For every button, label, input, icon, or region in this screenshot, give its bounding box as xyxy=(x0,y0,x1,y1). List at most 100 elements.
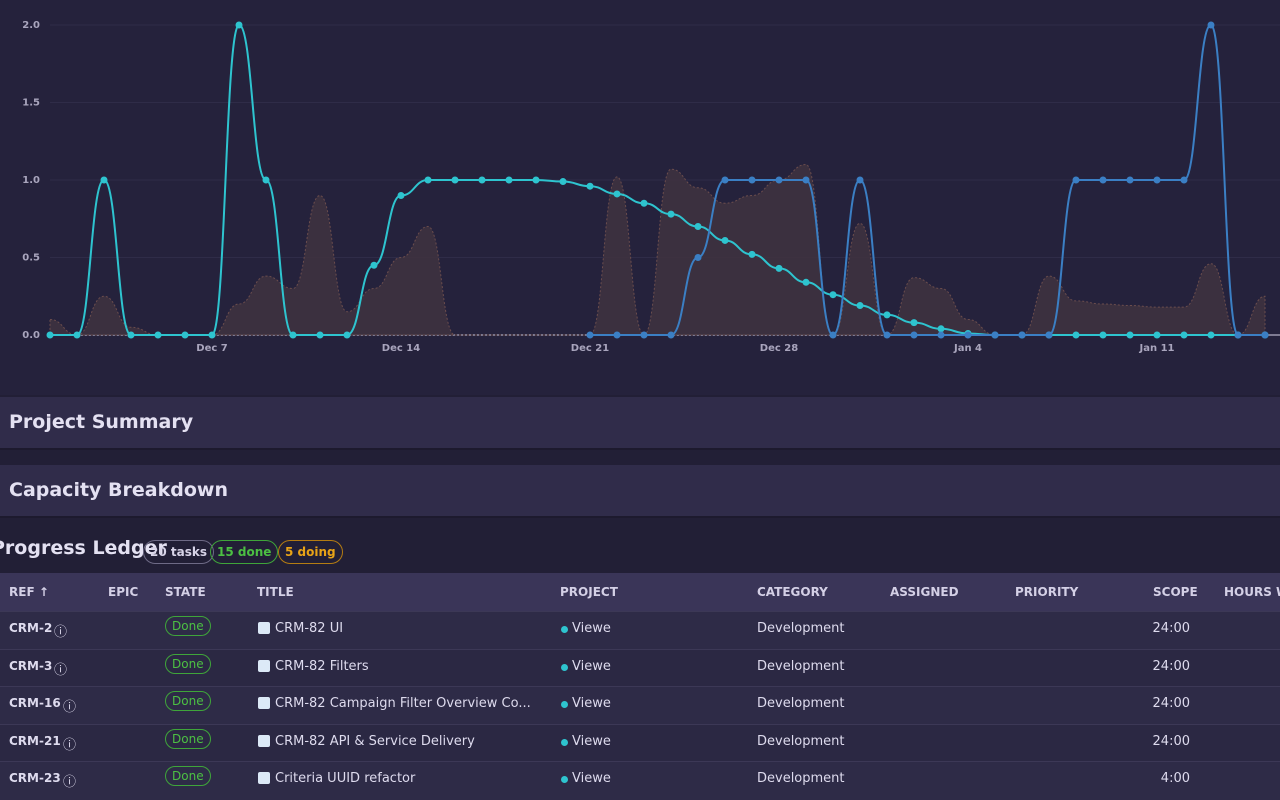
point xyxy=(1181,177,1188,184)
point xyxy=(938,332,945,339)
scope: 24:00 xyxy=(1153,734,1190,749)
state-pill: Done xyxy=(165,616,211,636)
x-tick-label: Jan 4 xyxy=(953,343,982,354)
column-header[interactable]: CATEGORY xyxy=(757,585,828,599)
title[interactable]: CRM-82 Filters xyxy=(275,659,369,674)
x-tick-label: Dec 28 xyxy=(760,343,798,354)
section-header[interactable]: Capacity Breakdown xyxy=(0,465,1280,518)
point xyxy=(1046,332,1053,339)
point xyxy=(128,332,135,339)
x-tick-label: Jan 11 xyxy=(1139,343,1175,354)
point xyxy=(1019,332,1026,339)
scope: 4:00 xyxy=(1161,771,1190,786)
point xyxy=(614,190,621,197)
point xyxy=(965,332,972,339)
column-header[interactable]: PROJECT xyxy=(560,585,618,599)
info-icon[interactable]: ⓘ xyxy=(54,659,67,678)
point xyxy=(1127,177,1134,184)
y-tick-label: 0.0 xyxy=(22,330,40,341)
project: Viewe xyxy=(572,621,611,636)
column-header[interactable]: SCOPE xyxy=(1153,585,1198,599)
scope: 24:00 xyxy=(1153,696,1190,711)
point xyxy=(749,251,756,258)
state-pill: Done xyxy=(165,766,211,786)
project: Viewe xyxy=(572,771,611,786)
point xyxy=(803,279,810,286)
point xyxy=(857,302,864,309)
column-header[interactable]: TITLE xyxy=(257,585,294,599)
point xyxy=(1127,332,1134,339)
point xyxy=(560,178,567,185)
point xyxy=(695,223,702,230)
point xyxy=(911,332,918,339)
ref: CRM-2 xyxy=(9,621,52,635)
point xyxy=(668,332,675,339)
column-header[interactable]: ASSIGNED xyxy=(890,585,959,599)
point xyxy=(641,200,648,207)
point xyxy=(857,177,864,184)
title[interactable]: Criteria UUID refactor xyxy=(275,771,415,786)
point xyxy=(587,332,594,339)
category: Development xyxy=(757,771,845,786)
point xyxy=(506,177,513,184)
y-tick-label: 2.0 xyxy=(22,20,40,31)
title[interactable]: CRM-82 API & Service Delivery xyxy=(275,734,475,749)
project: Viewe xyxy=(572,659,611,674)
info-icon[interactable]: ⓘ xyxy=(54,621,67,640)
point xyxy=(641,332,648,339)
info-icon[interactable]: ⓘ xyxy=(63,771,76,790)
ref: CRM-21 xyxy=(9,734,61,748)
title[interactable]: CRM-82 UI xyxy=(275,621,343,636)
point xyxy=(1262,332,1269,339)
x-tick-label: Dec 21 xyxy=(571,343,609,354)
category: Development xyxy=(757,621,845,636)
scope: 24:00 xyxy=(1153,621,1190,636)
project-dot xyxy=(561,776,568,783)
column-header[interactable]: EPIC xyxy=(108,585,138,599)
project-dot xyxy=(561,664,568,671)
info-icon[interactable]: ⓘ xyxy=(63,696,76,715)
point xyxy=(1100,177,1107,184)
point xyxy=(1181,332,1188,339)
column-header[interactable]: REF ↑ xyxy=(9,585,49,599)
ref: CRM-3 xyxy=(9,659,52,673)
column-header[interactable]: PRIORITY xyxy=(1015,585,1078,599)
project: Viewe xyxy=(572,734,611,749)
column-header[interactable]: HOURS W xyxy=(1224,585,1280,599)
point xyxy=(803,177,810,184)
title-icon xyxy=(258,622,270,634)
point xyxy=(398,192,405,199)
state-pill: Done xyxy=(165,654,211,674)
point xyxy=(263,177,270,184)
state-pill: Done xyxy=(165,691,211,711)
info-icon[interactable]: ⓘ xyxy=(63,734,76,753)
point xyxy=(1235,332,1242,339)
x-tick-label: Dec 14 xyxy=(382,343,420,354)
point xyxy=(884,311,891,318)
point xyxy=(317,332,324,339)
column-header[interactable]: STATE xyxy=(165,585,206,599)
title[interactable]: CRM-82 Campaign Filter Overview Co... xyxy=(275,696,531,711)
point xyxy=(938,325,945,332)
category: Development xyxy=(757,734,845,749)
point xyxy=(722,237,729,244)
badge: 5 doing xyxy=(278,540,343,564)
point xyxy=(830,332,837,339)
scope: 24:00 xyxy=(1153,659,1190,674)
point xyxy=(1208,22,1215,29)
state: Done xyxy=(165,769,211,784)
y-tick-label: 1.5 xyxy=(22,98,40,109)
point xyxy=(452,177,459,184)
point xyxy=(911,319,918,326)
ref: CRM-23 xyxy=(9,771,61,785)
section-header[interactable]: Project Summary xyxy=(0,397,1280,450)
point xyxy=(1208,332,1215,339)
chart: 0.00.51.01.52.0Dec 7Dec 14Dec 21Dec 28Ja… xyxy=(0,0,1280,395)
project-dot xyxy=(561,701,568,708)
title-icon xyxy=(258,660,270,672)
title-icon xyxy=(258,697,270,709)
point xyxy=(884,332,891,339)
point xyxy=(182,332,189,339)
point xyxy=(1154,332,1161,339)
